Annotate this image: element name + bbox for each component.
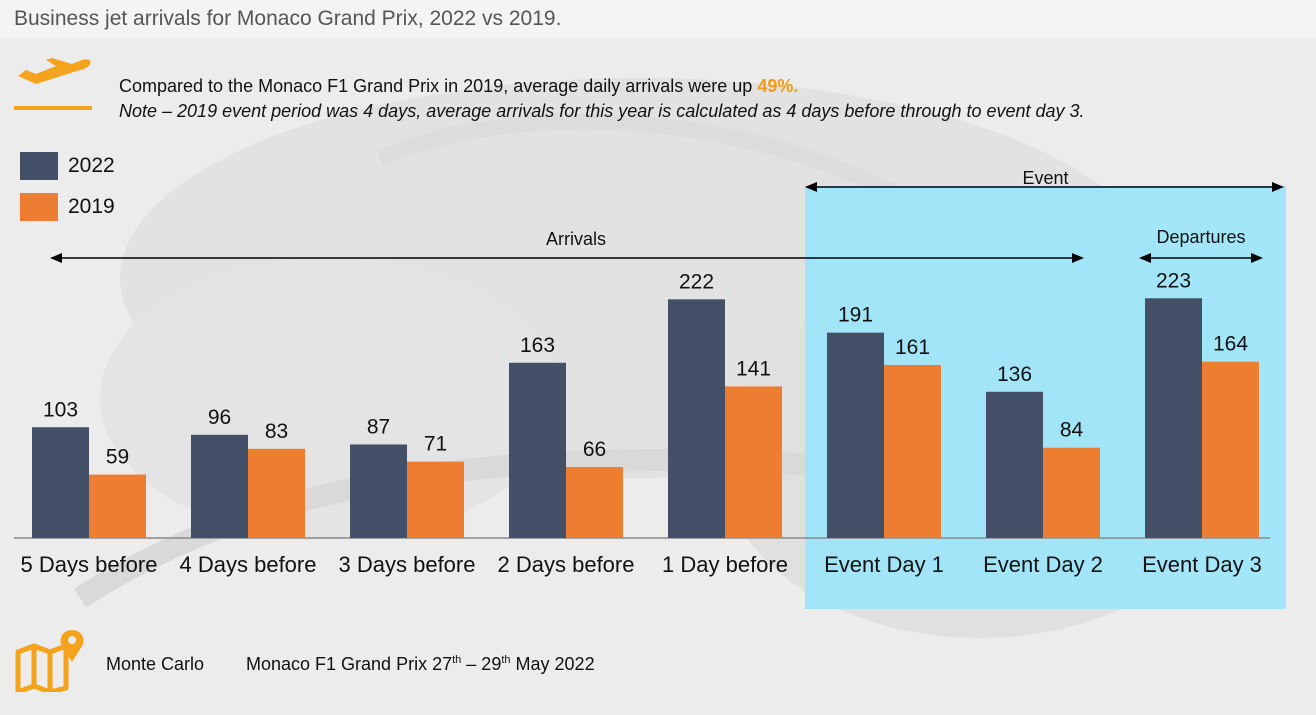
bar-2019-5 — [884, 364, 941, 538]
headline-text: Compared to the Monaco F1 Grand Prix in … — [119, 76, 758, 96]
x-tick-label-6: Event Day 2 — [983, 552, 1103, 577]
legend-item-2022: 2022 — [20, 152, 115, 180]
departures-arrow-head-right — [1251, 253, 1263, 263]
data-label-2019-7: 164 — [1213, 333, 1248, 356]
bar-2019-6 — [1043, 447, 1100, 538]
x-tick-label-0: 5 Days before — [21, 552, 158, 577]
title-bar — [0, 0, 1316, 38]
x-tick-label-3: 2 Days before — [498, 552, 635, 577]
legend-label-2022: 2022 — [68, 154, 115, 177]
bar-2022-6 — [986, 391, 1043, 538]
x-tick-label-7: Event Day 3 — [1142, 552, 1262, 577]
arrivals-label: Arrivals — [546, 229, 606, 249]
arrivals-arrow-head-left — [50, 253, 62, 263]
arrivals-arrow-head-right — [1072, 253, 1084, 263]
bar-2019-3 — [566, 467, 623, 538]
departures-label: Departures — [1156, 227, 1245, 247]
headline-percent: 49%. — [757, 76, 799, 96]
page-title: Business jet arrivals for Monaco Grand P… — [14, 7, 562, 30]
event-arrow-head-right — [1272, 182, 1284, 192]
footer-event-mid: – 29 — [461, 654, 502, 674]
bar-2019-7 — [1202, 361, 1259, 538]
x-tick-label-2: 3 Days before — [339, 552, 476, 577]
headline: Compared to the Monaco F1 Grand Prix in … — [119, 76, 798, 97]
data-label-2019-4: 141 — [736, 357, 771, 380]
legend-swatch-2019 — [20, 193, 58, 221]
data-label-2019-5: 161 — [895, 336, 930, 359]
footer-sup2: th — [501, 654, 511, 666]
event-label: Event — [1022, 168, 1068, 188]
data-label-2019-0: 59 — [106, 446, 129, 469]
note-text: Note – 2019 event period was 4 days, ave… — [119, 101, 1085, 121]
event-arrow-head-left — [805, 182, 817, 192]
data-label-2019-6: 84 — [1060, 419, 1084, 442]
x-tick-label-1: 4 Days before — [180, 552, 317, 577]
data-label-2019-2: 71 — [424, 433, 447, 456]
bar-2019-0 — [89, 474, 146, 538]
bar-2022-1 — [191, 434, 248, 538]
data-label-2022-3: 163 — [520, 334, 555, 357]
data-label-2022-6: 136 — [997, 363, 1032, 386]
data-label-2022-7: 223 — [1156, 269, 1191, 292]
legend-swatch-2022 — [20, 152, 58, 180]
bar-2019-4 — [725, 386, 782, 538]
data-label-2022-4: 222 — [679, 270, 714, 293]
data-label-2022-0: 103 — [43, 398, 78, 421]
x-tick-label-4: 1 Day before — [662, 552, 788, 577]
data-label-2022-1: 96 — [208, 406, 231, 429]
bar-2022-7 — [1145, 298, 1202, 538]
bar-2019-1 — [248, 448, 305, 538]
bar-2022-3 — [509, 362, 566, 538]
bar-2019-2 — [407, 461, 464, 538]
data-label-2022-5: 191 — [838, 304, 873, 327]
data-label-2022-2: 87 — [367, 415, 390, 438]
bar-2022-0 — [32, 427, 89, 538]
map-location-pin-icon — [15, 630, 84, 692]
bar-2022-2 — [350, 444, 407, 538]
airplane-departure-icon — [14, 58, 92, 110]
bar-2022-4 — [668, 299, 725, 538]
data-label-2019-3: 66 — [583, 438, 606, 461]
footer-event-suffix: May 2022 — [510, 654, 595, 674]
footer-event-prefix: Monaco F1 Grand Prix 27 — [246, 654, 453, 674]
footer-event-dates: Monaco F1 Grand Prix 27th – 29th May 202… — [246, 654, 595, 675]
legend-label-2019: 2019 — [68, 195, 115, 218]
legend-item-2019: 2019 — [20, 193, 115, 221]
x-tick-label-5: Event Day 1 — [824, 552, 944, 577]
data-label-2019-1: 83 — [265, 420, 288, 443]
departures-arrow-head-left — [1139, 253, 1151, 263]
footer-sup1: th — [452, 654, 462, 666]
footer-location: Monte Carlo — [106, 654, 205, 674]
bar-2022-5 — [827, 332, 884, 538]
